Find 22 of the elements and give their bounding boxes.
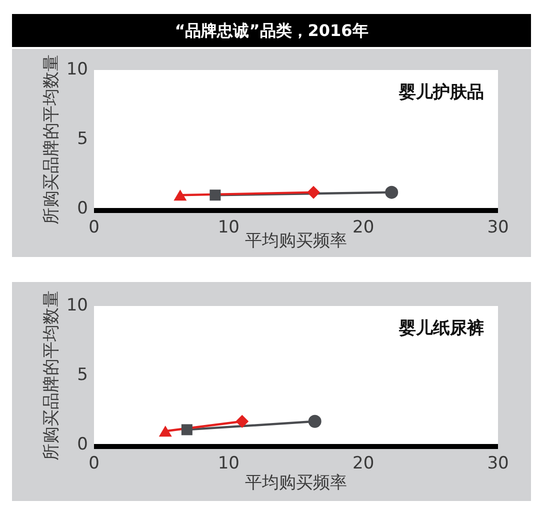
x-tick-label: 10 xyxy=(218,218,240,238)
x-axis-title: 平均购买频率 xyxy=(245,231,347,252)
x-axis-title: 平均购买频率 xyxy=(245,473,347,494)
y-tick-label: 10 xyxy=(66,295,88,316)
text: 婴儿纸尿裤 xyxy=(398,318,484,338)
y-tick-label: 0 xyxy=(77,198,88,218)
point xyxy=(181,424,192,436)
point xyxy=(308,414,322,428)
y-tick-label: 5 xyxy=(77,128,88,149)
point xyxy=(236,414,249,428)
x-tick-label: 30 xyxy=(487,218,509,238)
y-tick-label: 10 xyxy=(66,59,88,80)
x-tick-label: 20 xyxy=(352,218,374,238)
text: 婴儿护肤品 xyxy=(398,82,484,102)
y-axis-title: 所购买品牌的平均数量 xyxy=(42,290,62,460)
x-tick-label: 20 xyxy=(352,454,374,474)
y-tick-label: 5 xyxy=(77,364,88,385)
x-tick-label: 10 xyxy=(218,454,240,474)
y-tick-label: 0 xyxy=(77,434,88,454)
x-tick-label: 30 xyxy=(487,454,509,474)
chart-title: “品牌忠诚”品类，2016年 xyxy=(12,14,531,47)
y-axis-title: 所购买品牌的平均数量 xyxy=(42,54,62,224)
